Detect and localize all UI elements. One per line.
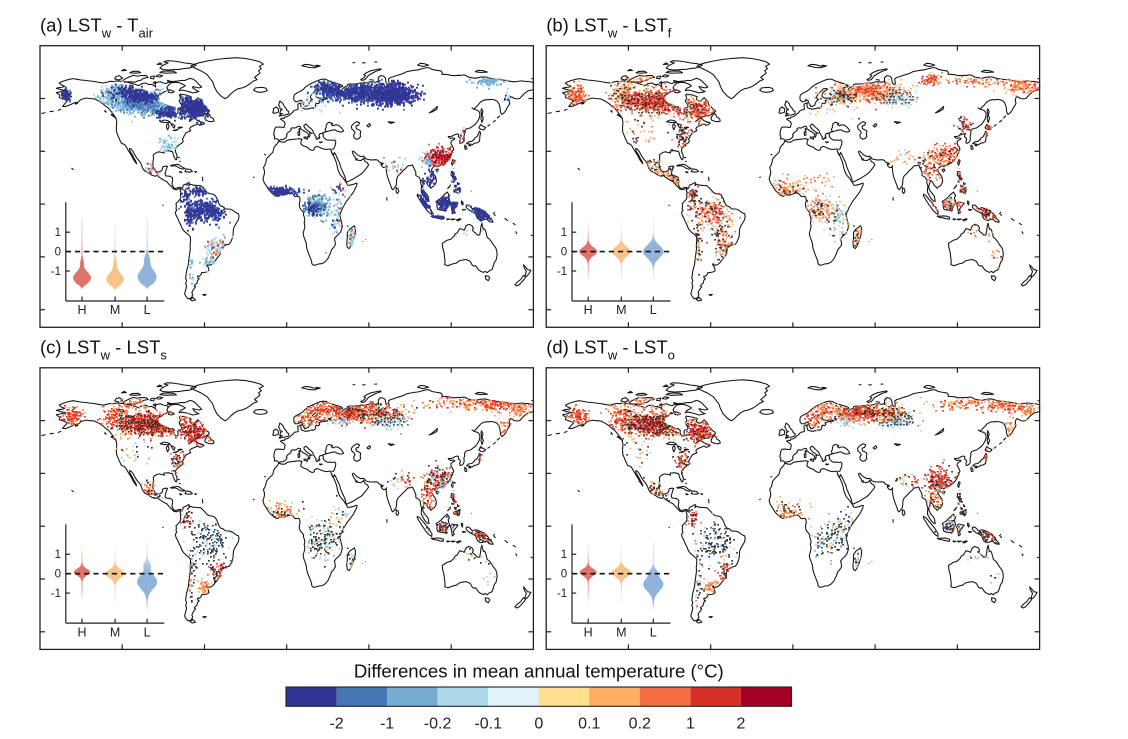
svg-text:M: M <box>110 303 120 317</box>
svg-text:L: L <box>650 303 657 317</box>
svg-text:(d) LSTw - LSTo: (d) LSTw - LSTo <box>546 337 675 363</box>
svg-text:-1: -1 <box>557 266 567 278</box>
svg-text:(b) LSTw - LSTf: (b) LSTw - LSTf <box>546 15 671 41</box>
svg-text:1: 1 <box>561 549 567 561</box>
svg-text:0: 0 <box>561 246 567 258</box>
svg-text:2: 2 <box>737 716 746 733</box>
svg-text:H: H <box>584 625 593 639</box>
svg-text:Differences in mean annual tem: Differences in mean annual temperature (… <box>354 661 724 682</box>
svg-text:L: L <box>650 625 657 639</box>
svg-text:-0.1: -0.1 <box>474 716 502 733</box>
svg-text:H: H <box>77 303 86 317</box>
svg-text:0: 0 <box>534 716 543 733</box>
svg-text:-2: -2 <box>329 716 343 733</box>
svg-text:M: M <box>110 625 120 639</box>
svg-text:H: H <box>77 625 86 639</box>
svg-text:1: 1 <box>686 716 695 733</box>
svg-text:1: 1 <box>55 227 61 239</box>
svg-text:M: M <box>616 625 626 639</box>
svg-text:H: H <box>584 303 593 317</box>
svg-text:0.2: 0.2 <box>629 716 651 733</box>
svg-text:-1: -1 <box>51 266 61 278</box>
svg-text:1: 1 <box>561 227 567 239</box>
svg-text:-1: -1 <box>51 588 61 600</box>
svg-text:-1: -1 <box>380 716 394 733</box>
svg-text:1: 1 <box>55 549 61 561</box>
svg-text:0: 0 <box>561 569 567 581</box>
svg-text:L: L <box>144 303 151 317</box>
svg-text:(c) LSTw - LSTs: (c) LSTw - LSTs <box>40 337 167 363</box>
svg-text:L: L <box>144 625 151 639</box>
svg-text:0.1: 0.1 <box>578 716 600 733</box>
svg-text:-1: -1 <box>557 588 567 600</box>
svg-text:(a) LSTw - Tair: (a) LSTw - Tair <box>40 15 154 41</box>
svg-text:0: 0 <box>55 569 61 581</box>
svg-text:0: 0 <box>55 246 61 258</box>
svg-text:-0.2: -0.2 <box>424 716 452 733</box>
svg-text:M: M <box>616 303 626 317</box>
